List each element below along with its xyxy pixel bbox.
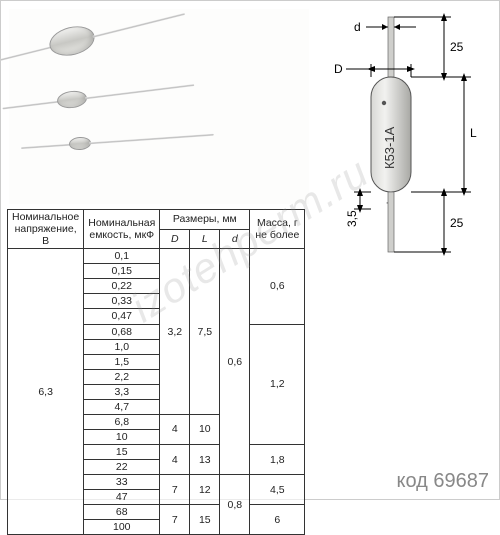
cell-capacitance: 22 bbox=[84, 460, 160, 475]
hdr-D: D bbox=[160, 229, 190, 249]
cell-capacitance: 0,68 bbox=[84, 324, 160, 339]
cell-D: 7 bbox=[160, 475, 190, 505]
cell-capacitance: 0,15 bbox=[84, 264, 160, 279]
cell-capacitance: 10 bbox=[84, 429, 160, 444]
cell-capacitance: 15 bbox=[84, 445, 160, 460]
cell-D: 7 bbox=[160, 505, 190, 535]
cell-capacitance: 3,3 bbox=[84, 384, 160, 399]
cell-D: 4 bbox=[160, 414, 190, 444]
dim-tail: 3,5 bbox=[345, 210, 359, 227]
hdr-dims: Размеры, мм bbox=[160, 210, 250, 230]
cell-mass: 1,2 bbox=[250, 324, 305, 445]
cell-mass: 0,6 bbox=[250, 249, 305, 324]
cell-D: 4 bbox=[160, 445, 190, 475]
cell-capacitance: 47 bbox=[84, 490, 160, 505]
dim-lead-bot: 25 bbox=[450, 216, 464, 230]
hdr-capacitance: Номинальнаяемкость, мкФ bbox=[84, 210, 160, 249]
cell-d: 0,8 bbox=[220, 475, 250, 535]
part-label: К53-1А bbox=[382, 126, 397, 169]
hdr-d2: d bbox=[220, 229, 250, 249]
dim-lead-top: 25 bbox=[450, 40, 464, 54]
cell-L: 15 bbox=[190, 505, 220, 535]
cell-voltage: 6,3 bbox=[8, 249, 84, 535]
cell-L: 13 bbox=[190, 445, 220, 475]
cell-L: 7,5 bbox=[190, 249, 220, 415]
dim-L: L bbox=[470, 126, 477, 140]
dim-d: d bbox=[354, 20, 361, 34]
cell-L: 10 bbox=[190, 414, 220, 444]
cell-capacitance: 0,22 bbox=[84, 279, 160, 294]
cell-capacitance: 1,5 bbox=[84, 354, 160, 369]
cell-mass: 4,5 bbox=[250, 475, 305, 505]
hdr-voltage: Номинальноенапряжение, В bbox=[8, 210, 84, 249]
hdr-L: L bbox=[190, 229, 220, 249]
cell-capacitance: 2,2 bbox=[84, 369, 160, 384]
cell-d: 0,6 bbox=[220, 249, 250, 475]
cell-capacitance: 0,1 bbox=[84, 249, 160, 264]
cell-mass: 6 bbox=[250, 505, 305, 535]
dim-D: D bbox=[334, 62, 343, 76]
cell-mass: 1,8 bbox=[250, 445, 305, 475]
cell-L: 12 bbox=[190, 475, 220, 505]
cell-capacitance: 100 bbox=[84, 520, 160, 535]
cell-capacitance: 68 bbox=[84, 505, 160, 520]
cell-capacitance: 0,33 bbox=[84, 294, 160, 309]
table-row: 6,30,13,27,50,60,6 bbox=[8, 249, 305, 264]
cell-D: 3,2 bbox=[160, 249, 190, 415]
component-photo bbox=[9, 9, 309, 204]
cell-capacitance: 1,0 bbox=[84, 339, 160, 354]
cell-capacitance: 4,7 bbox=[84, 399, 160, 414]
dimension-diagram: К53-1А + 25 L 25 d D 3,5 bbox=[316, 9, 491, 299]
product-code: код 69687 bbox=[397, 470, 490, 493]
hdr-mass: Масса, гне более bbox=[250, 210, 305, 249]
cell-capacitance: 0,47 bbox=[84, 309, 160, 324]
cell-capacitance: 33 bbox=[84, 475, 160, 490]
cell-capacitance: 6,8 bbox=[84, 414, 160, 429]
spec-table-body: 6,30,13,27,50,60,60,150,220,330,470,681,… bbox=[8, 249, 305, 535]
spec-table: Номинальноенапряжение, В Номинальнаяемко… bbox=[7, 209, 305, 535]
